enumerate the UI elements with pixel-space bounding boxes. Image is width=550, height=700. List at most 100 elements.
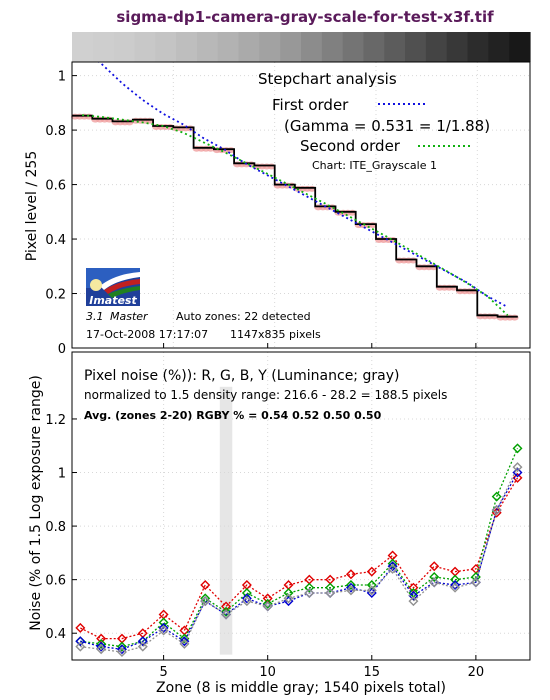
version-edition: Master [110,310,149,323]
noise-point-y [221,609,232,620]
second-order-fit-line [82,114,509,316]
noise-point-y [179,638,190,649]
noise-point-b [408,590,419,601]
legend-second-order-label: Second order [300,137,401,155]
noise-point-g [325,582,336,593]
stepchart-y-tick-label: 0.2 [45,288,66,303]
noise-point-y [325,588,336,599]
noise-point-b [116,644,127,655]
noise-point-g [116,641,127,652]
noise-point-y [200,596,211,607]
stepchart-y-tick-label: 1 [58,70,66,85]
stepchart-plot-area [72,62,530,348]
noise-point-y [283,593,294,604]
noise-series-line-g [80,448,519,648]
noise-point-g [491,491,502,502]
noise-x-tick-label: 5 [159,665,167,680]
noise-point-b [75,636,86,647]
gray-strip-patch [196,32,219,62]
noise-series [75,443,523,657]
noise-point-b [96,641,107,652]
noise-series-line-r [80,477,519,640]
noise-point-y [387,563,398,574]
imatest-logo: Imatest [86,268,140,307]
gray-strip-patch [425,32,448,62]
gray-strip-patch [155,32,177,62]
noise-point-b [158,622,169,633]
legend-first-order-label: First order [272,96,349,114]
gray-strip-patch [280,32,302,62]
first-order-fit-line [97,62,509,308]
version-number: 3.1 [86,310,104,323]
gray-strip-patch [301,32,323,62]
noise-point-y [158,625,169,636]
noise-point-b [450,580,461,590]
stepchart-y-tick-label: 0.6 [45,179,66,194]
noise-title: Pixel noise (%)): R, G, B, Y (Luminance;… [84,368,399,384]
stepchart-series [71,62,519,321]
gray-strip-patch [342,32,365,62]
noise-point-y [512,462,523,473]
noise-point-r [75,622,86,633]
stepchart-plot: 0 0.2 0.4 0.6 0.8 1 Pixel level / 255 Stepcha… [24,61,531,357]
noise-series-line-y [80,466,519,653]
stepchart-title: Stepchart analysis [258,70,397,88]
noise-point-b [241,593,252,604]
noise-point-r [345,569,356,580]
legend-gamma: (Gamma = 0.531 = 1/1.88) [284,117,490,135]
gray-strip-patch [134,32,156,62]
noise-x-tick-label: 10 [259,665,276,680]
noise-point-y [491,505,502,516]
gray-strip-patch [259,32,281,62]
noise-point-r [366,566,377,577]
stepchart-frame [71,61,531,349]
noise-y-tick-label: 0.6 [45,574,66,589]
noise-point-g [387,558,398,569]
noise-point-y [96,644,107,655]
page-title: sigma-dp1-camera-gray-scale-for-test-x3f… [116,8,494,26]
gray-strip-patch [238,32,260,62]
noise-point-g [429,571,440,582]
noise-subtitle: normalized to 1.5 density range: 216.6 -… [84,388,447,402]
noise-point-g [345,580,356,590]
stepchart-y-tick-label: 0.8 [45,124,66,139]
stepchart-measured-marker [510,314,519,321]
noise-point-r [429,561,440,572]
stepchart-y-tick-label: 0.4 [45,233,66,248]
noise-point-y [408,596,419,607]
noise-point-g [512,443,523,454]
noise-point-b [345,582,356,593]
gray-strip-patch [509,32,531,62]
gray-scale-strip [72,32,531,62]
noise-point-r [512,472,523,483]
gray-strip-patch [446,32,469,62]
noise-point-y [429,577,440,588]
noise-point-g [262,598,273,609]
noise-point-g [96,638,107,649]
gray-strip-patch [363,32,385,62]
noise-point-g [221,606,232,617]
noise-point-b [179,636,190,647]
noise-point-y [75,641,86,652]
noise-point-y [262,601,273,612]
noise-ticks: 0.4 0.6 0.8 1 1.2 5 10 15 20 [45,343,484,680]
noise-x-tick-label: 20 [468,665,485,680]
auto-zones: Auto zones: 22 detected [176,310,311,323]
gray-strip-patch [488,32,510,62]
noise-point-b [387,561,398,572]
noise-frame [71,351,531,661]
noise-point-y [241,596,252,607]
stepchart-y-label: Pixel level / 255 [24,151,40,261]
gray-strip-patch [405,32,427,62]
stepchart-y-ticks: 0 0.2 0.4 0.6 0.8 1 [45,70,77,357]
noise-y-tick-label: 1.2 [45,413,66,428]
noise-series-line-b [80,472,519,650]
legend-chart-name: Chart: ITE_Grayscale 1 [312,159,437,172]
noise-y-tick-label: 0.4 [45,627,66,642]
gray-strip-patch [176,32,198,62]
noise-point-r [200,580,211,590]
noise-point-g [304,582,315,593]
gray-strip-patch [72,32,94,62]
noise-point-y [137,641,148,652]
